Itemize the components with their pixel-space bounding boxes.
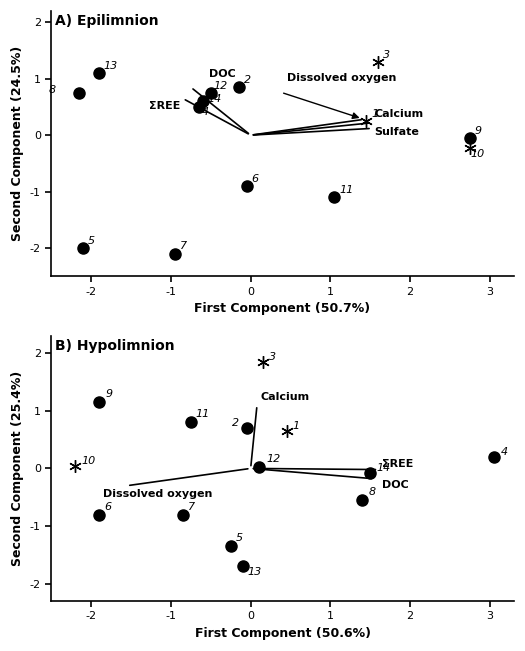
Text: 14: 14 — [376, 463, 391, 473]
Text: 5: 5 — [88, 236, 95, 245]
Text: ΣREE: ΣREE — [382, 459, 414, 469]
Text: DOC: DOC — [209, 69, 236, 79]
Text: 4: 4 — [202, 107, 209, 117]
Text: 3: 3 — [383, 49, 390, 60]
Text: 8: 8 — [49, 85, 56, 95]
Text: 9: 9 — [475, 126, 482, 135]
Text: 7: 7 — [187, 502, 195, 512]
Y-axis label: Second Component (24.5%): Second Component (24.5%) — [11, 46, 24, 242]
X-axis label: First Component (50.7%): First Component (50.7%) — [194, 302, 371, 315]
Text: Dissolved oxygen: Dissolved oxygen — [103, 489, 213, 499]
Text: 10: 10 — [81, 456, 96, 465]
Text: 5: 5 — [236, 533, 243, 544]
Text: ΣREE: ΣREE — [149, 101, 180, 111]
Text: 2: 2 — [244, 75, 250, 85]
Y-axis label: Second Component (25.4%): Second Component (25.4%) — [11, 371, 24, 566]
Text: 11: 11 — [196, 409, 210, 419]
Text: 11: 11 — [339, 185, 353, 195]
Text: Dissolved oxygen: Dissolved oxygen — [287, 73, 396, 83]
Text: Calcium: Calcium — [260, 392, 309, 402]
Text: A) Epilimnion: A) Epilimnion — [55, 14, 159, 28]
Text: Sulfate: Sulfate — [374, 127, 419, 137]
Text: 6: 6 — [104, 502, 111, 512]
Text: Calcium: Calcium — [374, 109, 423, 118]
Text: 12: 12 — [267, 454, 281, 464]
Text: 8: 8 — [369, 487, 376, 497]
Text: 10: 10 — [470, 149, 484, 159]
Text: B) Hypolimnion: B) Hypolimnion — [55, 339, 175, 353]
Text: 13: 13 — [104, 61, 118, 71]
Text: 2: 2 — [232, 418, 239, 428]
Text: 12: 12 — [214, 81, 228, 90]
Text: 3: 3 — [269, 352, 276, 362]
Text: 7: 7 — [180, 242, 187, 251]
X-axis label: First Component (50.6%): First Component (50.6%) — [195, 627, 371, 640]
Text: 1: 1 — [371, 109, 378, 118]
Text: 14: 14 — [207, 94, 222, 104]
Text: 13: 13 — [247, 567, 261, 577]
Text: DOC: DOC — [382, 480, 409, 490]
Text: 9: 9 — [106, 389, 112, 399]
Text: 4: 4 — [500, 447, 508, 457]
Text: 1: 1 — [293, 421, 300, 431]
Text: 6: 6 — [251, 174, 258, 184]
